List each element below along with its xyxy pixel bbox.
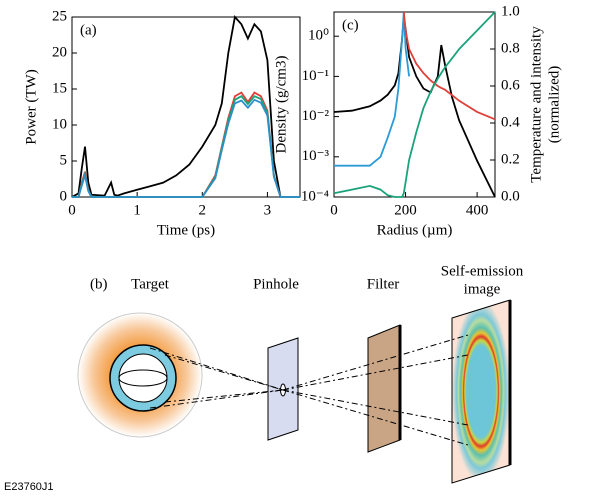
x-tick-label: 400 — [466, 202, 489, 218]
x-tick-label: 3 — [264, 202, 272, 218]
series-line — [334, 11, 410, 167]
figure-code: E23760J1 — [4, 481, 54, 493]
panel-label: (a) — [80, 22, 97, 38]
plot-frame — [333, 11, 496, 198]
series-line — [72, 98, 300, 198]
y2-axis-label: (normalized) — [546, 66, 562, 143]
label: Target — [131, 276, 170, 292]
y-tick-label: 0 — [60, 188, 68, 204]
y2-tick-label: 0.8 — [501, 40, 520, 56]
y2-tick-label: 1.0 — [501, 3, 520, 19]
series-line — [71, 15, 300, 198]
label: Filter — [367, 276, 400, 292]
filter — [367, 324, 401, 453]
panel-label: (c) — [342, 17, 359, 33]
label: Self-emission — [441, 263, 524, 279]
x-tick-label: 0 — [330, 202, 338, 218]
y-tick-label: 20 — [52, 44, 67, 60]
target-equator — [118, 369, 168, 387]
y2-tick-label: 0.4 — [501, 114, 520, 130]
label: Pinhole — [253, 276, 299, 292]
y-tick-label: 25 — [52, 8, 67, 24]
label: image — [464, 281, 501, 297]
y-tick-label: 10 — [52, 116, 67, 132]
x-axis-label: Radius (µm) — [377, 222, 453, 238]
x-axis-label: Time (ps) — [157, 222, 215, 238]
y-tick-label: 10⁻¹ — [302, 68, 329, 84]
y-tick-label: 10⁻³ — [302, 148, 330, 164]
panel-label: (b) — [90, 276, 108, 292]
y-tick-label: 15 — [52, 80, 67, 96]
rays — [149, 334, 469, 446]
series-line — [333, 16, 496, 198]
y-tick-label: 5 — [60, 152, 68, 168]
y-tick-label: 10⁰ — [308, 28, 329, 44]
y2-tick-label: 0.6 — [501, 77, 520, 93]
x-tick-label: 1 — [133, 202, 141, 218]
x-tick-label: 2 — [199, 202, 207, 218]
y2-tick-label: 0.2 — [501, 151, 520, 167]
image-plane — [451, 299, 511, 484]
x-tick-label: 0 — [68, 202, 76, 218]
series-line — [333, 11, 496, 198]
target-core — [118, 353, 168, 403]
y-tick-label: 10⁻² — [302, 108, 330, 124]
series-line — [402, 11, 496, 121]
x-tick-label: 200 — [394, 202, 417, 218]
y2-tick-label: 0.0 — [501, 188, 520, 204]
y-tick-label: 10⁻⁴ — [301, 188, 329, 204]
diagram: (b) Target Pinhole Filter Self-emission … — [4, 263, 524, 492]
y-axis-label: Density (g/cm3) — [273, 56, 289, 154]
y2-axis-label: Temperature and intensity — [528, 26, 544, 183]
y-axis-label: Power (TW) — [23, 69, 39, 144]
